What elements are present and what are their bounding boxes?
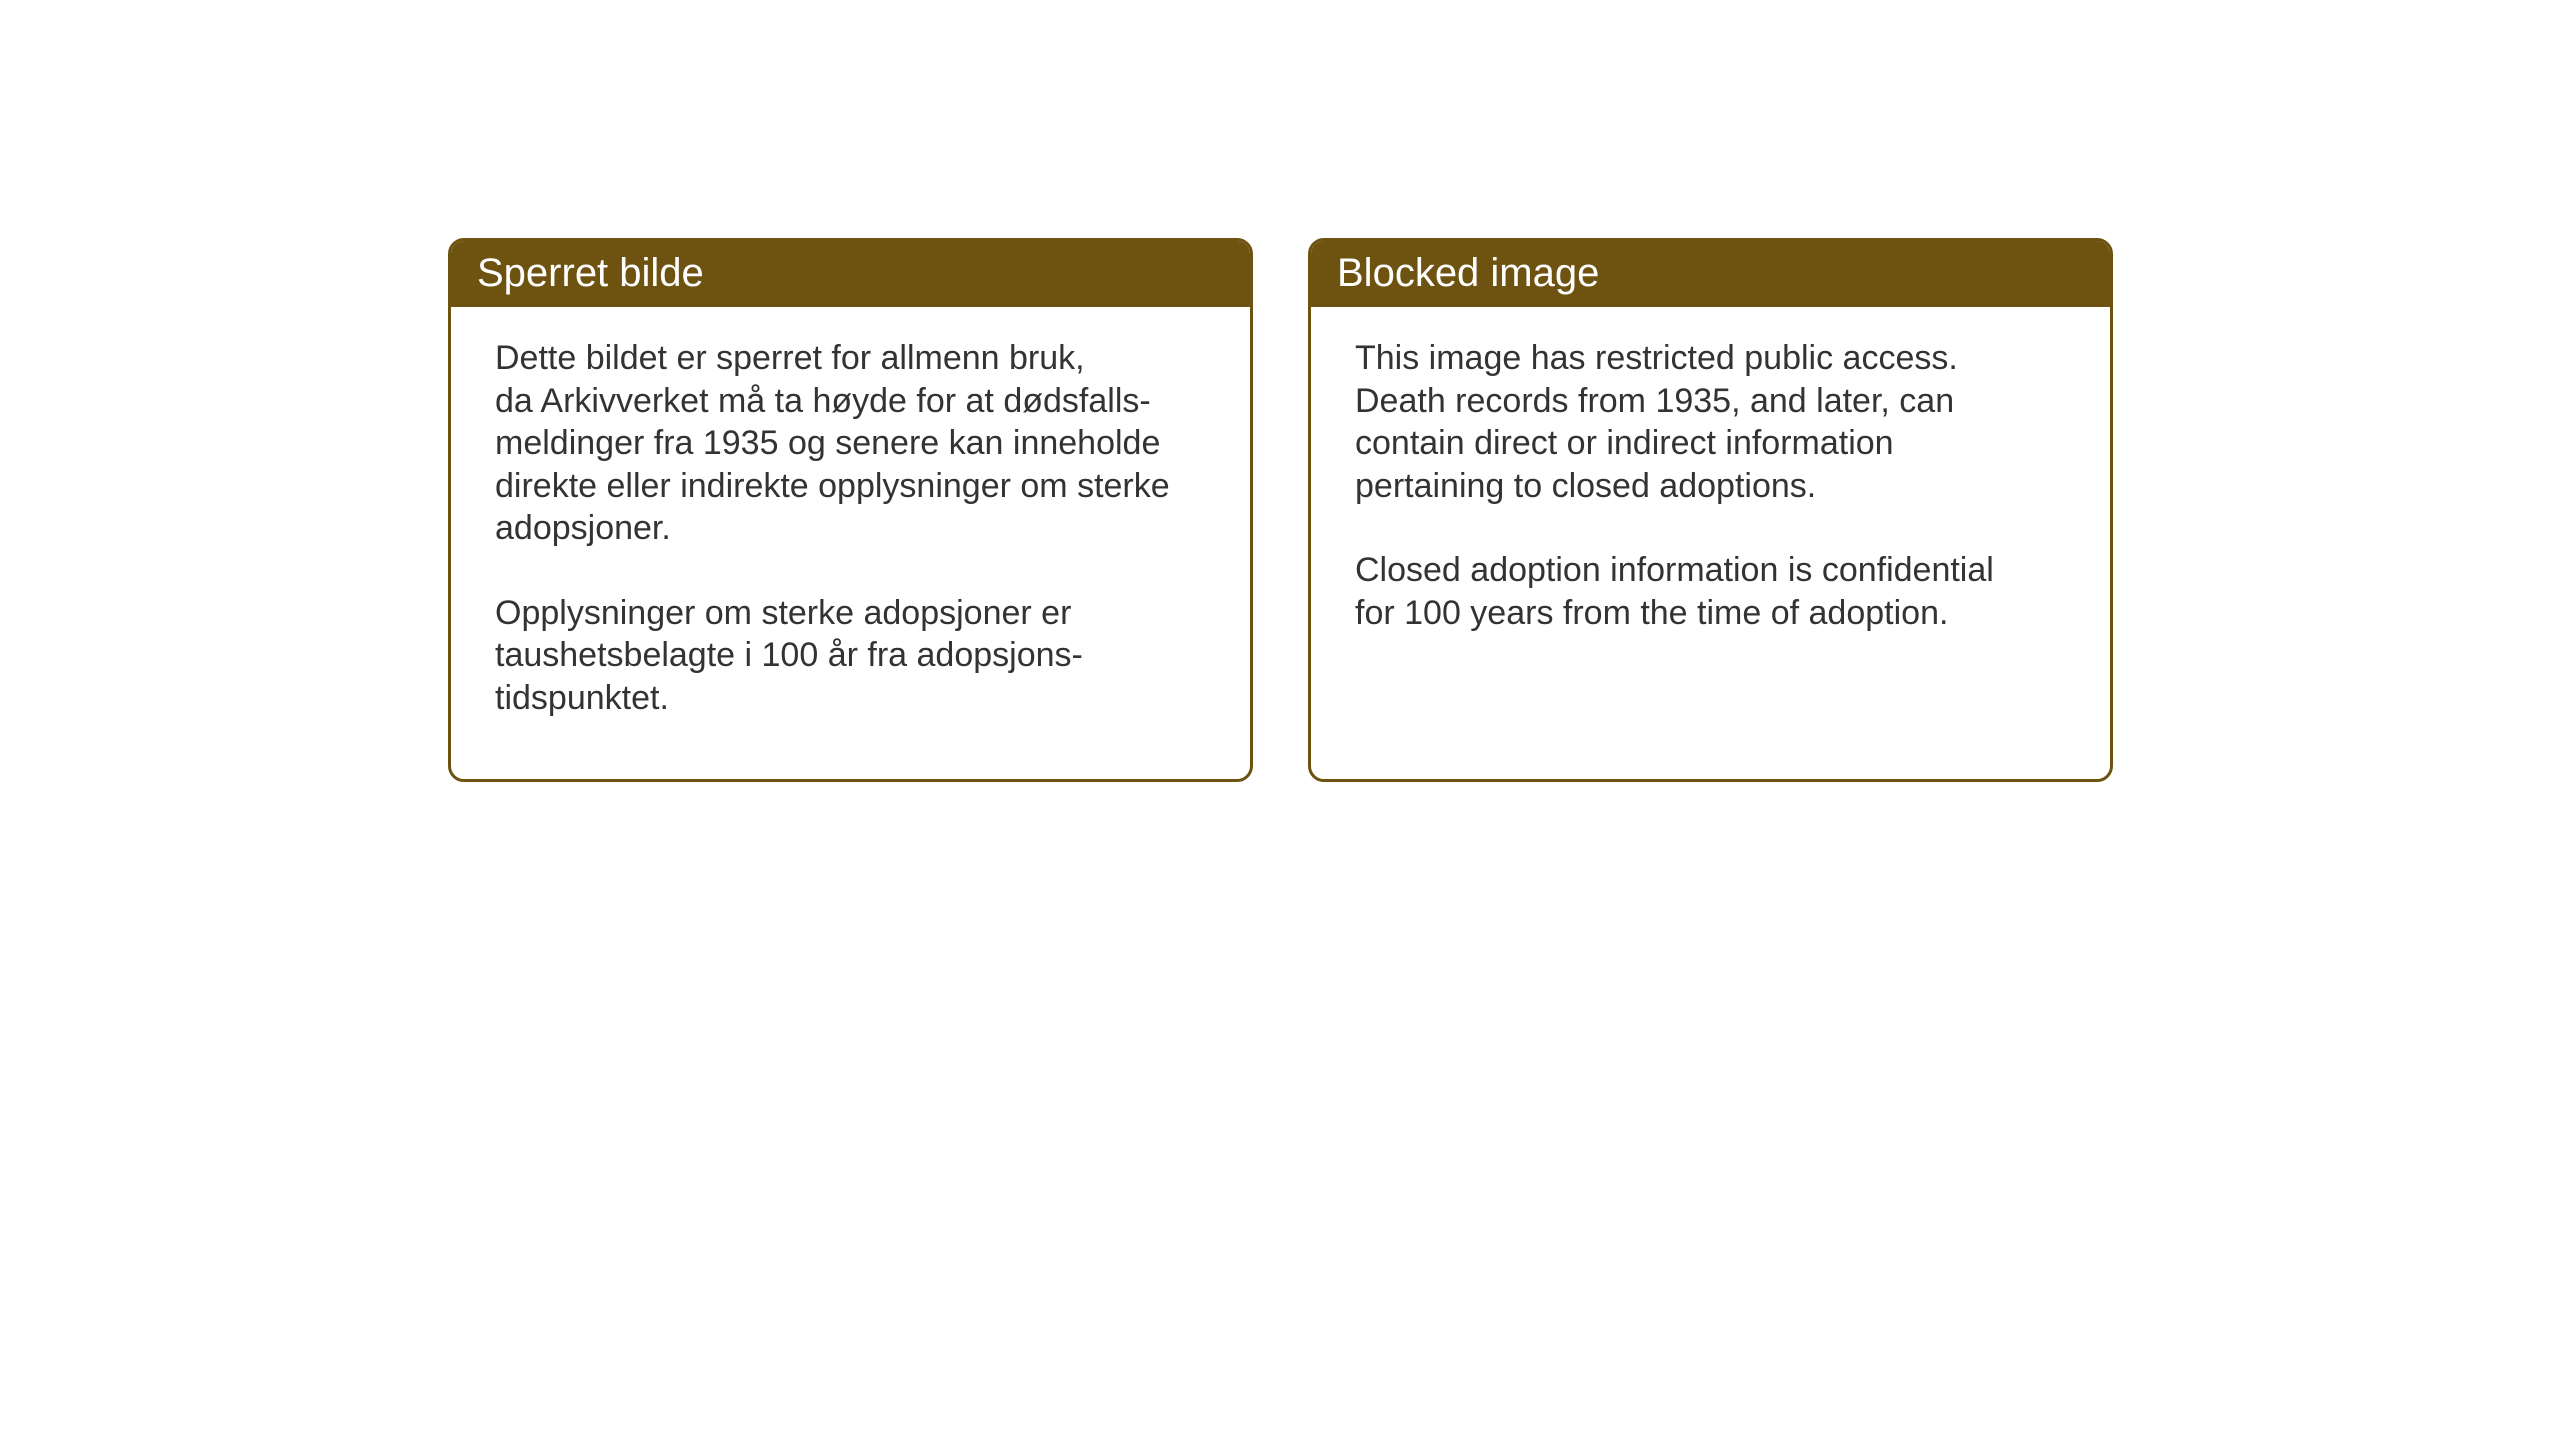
card-body-norwegian: Dette bildet er sperret for allmenn bruk… xyxy=(451,307,1250,779)
card-norwegian: Sperret bilde Dette bildet er sperret fo… xyxy=(448,238,1253,782)
card-header-english: Blocked image xyxy=(1311,241,2110,307)
card-paragraph-1: Dette bildet er sperret for allmenn bruk… xyxy=(495,337,1206,550)
card-body-english: This image has restricted public access.… xyxy=(1311,307,2110,694)
cards-container: Sperret bilde Dette bildet er sperret fo… xyxy=(448,238,2113,782)
card-paragraph-2: Opplysninger om sterke adopsjoner er tau… xyxy=(495,592,1206,720)
card-paragraph-1: This image has restricted public access.… xyxy=(1355,337,2066,507)
card-header-norwegian: Sperret bilde xyxy=(451,241,1250,307)
card-paragraph-2: Closed adoption information is confident… xyxy=(1355,549,2066,634)
card-english: Blocked image This image has restricted … xyxy=(1308,238,2113,782)
